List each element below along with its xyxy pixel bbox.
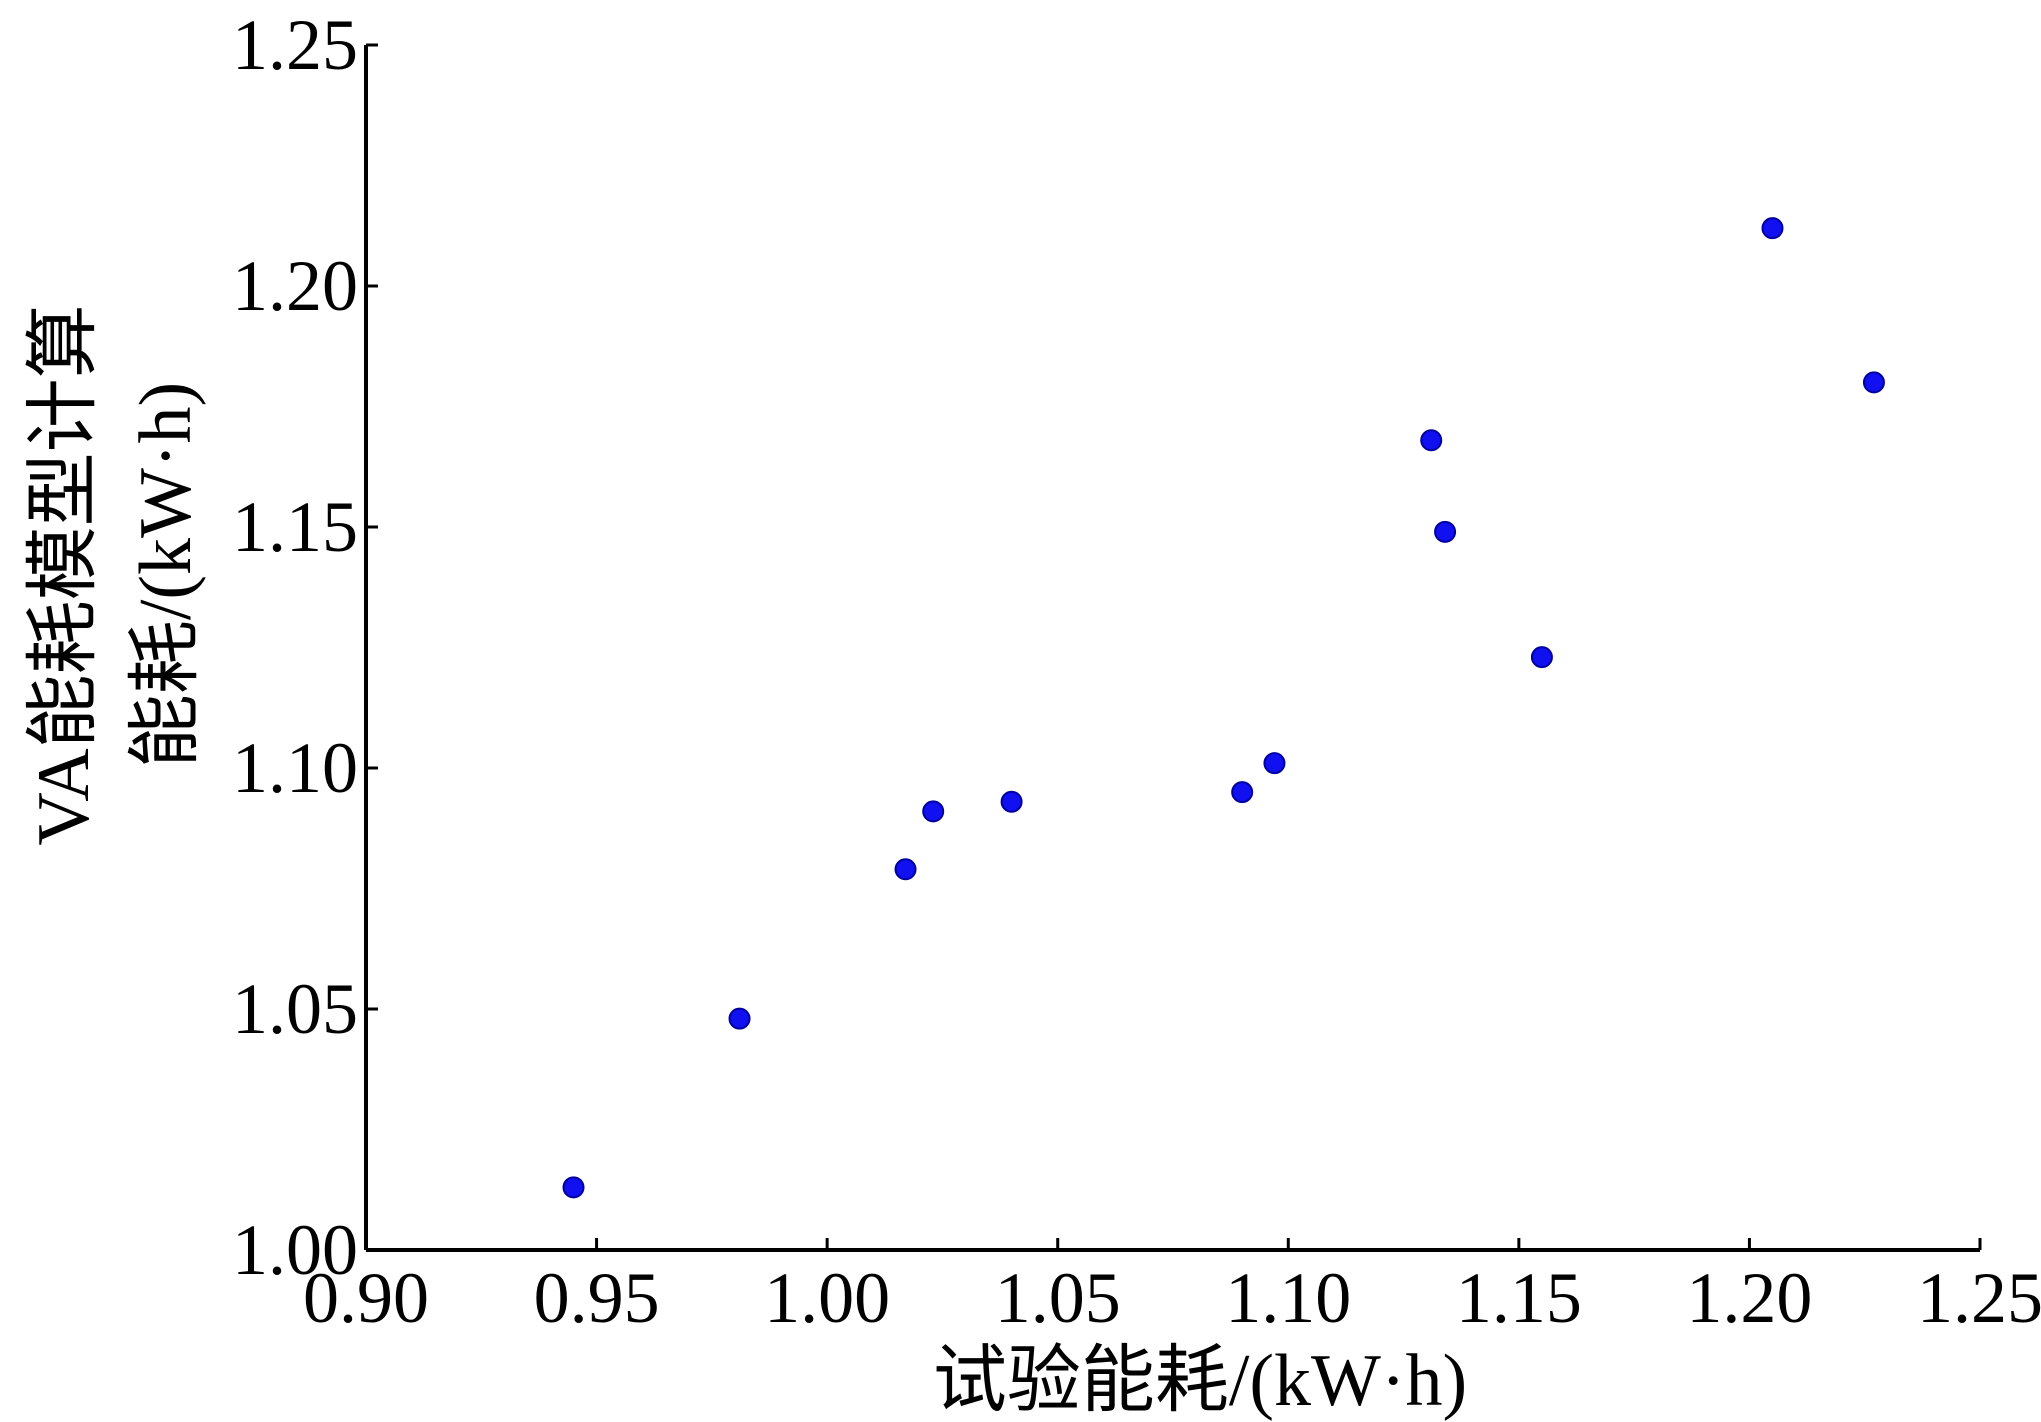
data-point — [1530, 646, 1553, 669]
data-point — [1761, 217, 1784, 240]
x-tick-label: 0.90 — [303, 1258, 429, 1338]
y-tick-label: 1.20 — [232, 246, 358, 326]
x-tick-label: 1.00 — [764, 1258, 890, 1338]
y-axis-title-line-2: 能耗/(kW·h) — [125, 382, 207, 768]
data-point — [562, 1176, 585, 1199]
data-point — [1000, 790, 1023, 813]
axes — [364, 45, 1980, 1252]
x-tick-label: 1.05 — [995, 1258, 1121, 1338]
x-tick-label: 1.25 — [1917, 1258, 2041, 1338]
y-tick-label: 1.25 — [232, 5, 358, 85]
y-ticks: 1.00 1.05 1.10 1.15 1.20 1.25 — [232, 5, 378, 1290]
data-point — [894, 858, 917, 881]
x-ticks: 0.90 0.95 1.00 1.05 1.10 1.15 1.20 1.25 — [303, 1238, 2041, 1338]
y-axis-title-line-1: VA能耗模型计算 — [23, 304, 105, 845]
y-tick-label: 1.10 — [232, 728, 358, 808]
x-tick-label: 1.10 — [1225, 1258, 1351, 1338]
y-tick-label: 1.00 — [232, 1210, 358, 1290]
data-points — [562, 217, 1885, 1199]
data-point — [1862, 371, 1885, 394]
data-point — [1420, 429, 1443, 452]
data-point — [728, 1007, 751, 1030]
y-tick-label: 1.15 — [232, 487, 358, 567]
data-point — [1231, 781, 1254, 804]
x-tick-label: 1.20 — [1686, 1258, 1812, 1338]
data-point — [922, 800, 945, 823]
y-tick-label: 1.05 — [232, 969, 358, 1049]
data-point — [1263, 752, 1286, 775]
x-tick-label: 1.15 — [1456, 1258, 1582, 1338]
x-tick-label: 0.95 — [534, 1258, 660, 1338]
x-axis-title: 试验能耗/(kW·h) — [933, 1340, 1467, 1422]
data-point — [1434, 520, 1457, 543]
